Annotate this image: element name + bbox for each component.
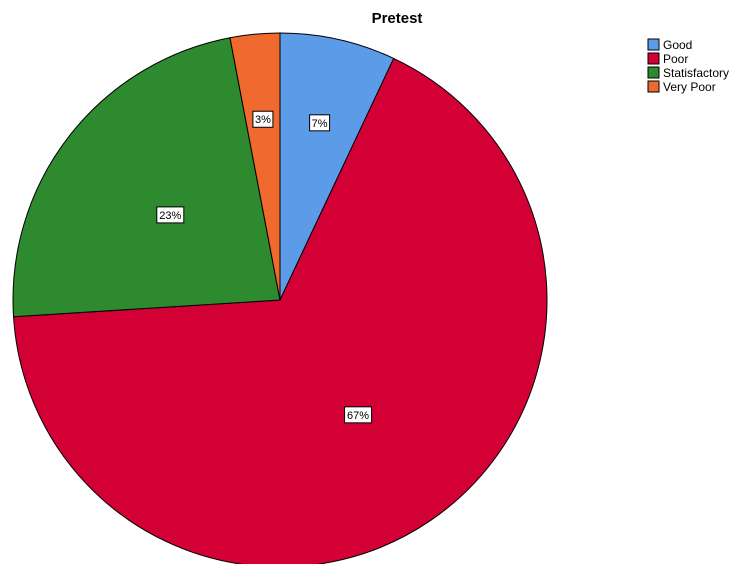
legend-label: Very Poor (663, 80, 716, 94)
legend-item-poor: Poor (647, 52, 688, 66)
slice-label-box (156, 206, 185, 224)
pie-slice-good (279, 32, 395, 301)
slice-label-statisfactory: 23% (156, 206, 185, 224)
slice-label-text: 7% (312, 118, 328, 130)
legend-label: Good (663, 38, 692, 52)
pie-slice-very-poor (229, 32, 281, 301)
slice-label-text: 67% (347, 410, 369, 422)
pie-slice-statisfactory (12, 37, 281, 318)
slice-label-text: 23% (159, 210, 181, 222)
slice-label-poor: 67% (344, 406, 373, 424)
chart-title: Pretest (372, 10, 423, 27)
legend-swatch (647, 38, 660, 51)
slice-label-box (309, 114, 331, 132)
pie-slices (12, 32, 548, 564)
legend-item-statisfactory: Statisfactory (647, 66, 729, 80)
legend-label: Statisfactory (663, 66, 729, 80)
legend-swatch (647, 80, 660, 93)
slice-label-box (344, 406, 373, 424)
pie-slice-poor (12, 57, 548, 564)
legend-item-very-poor: Very Poor (647, 80, 716, 94)
slice-label-text: 3% (255, 114, 271, 126)
slice-labels: 7% 67% 23% 3% (156, 110, 373, 424)
slice-label-box (252, 110, 274, 128)
legend-swatch (647, 66, 660, 79)
legend-swatch (647, 52, 660, 65)
slice-label-very-poor: 3% (252, 110, 274, 128)
legend-label: Poor (663, 52, 688, 66)
legend-item-good: Good (647, 38, 692, 52)
slice-label-good: 7% (309, 114, 331, 132)
